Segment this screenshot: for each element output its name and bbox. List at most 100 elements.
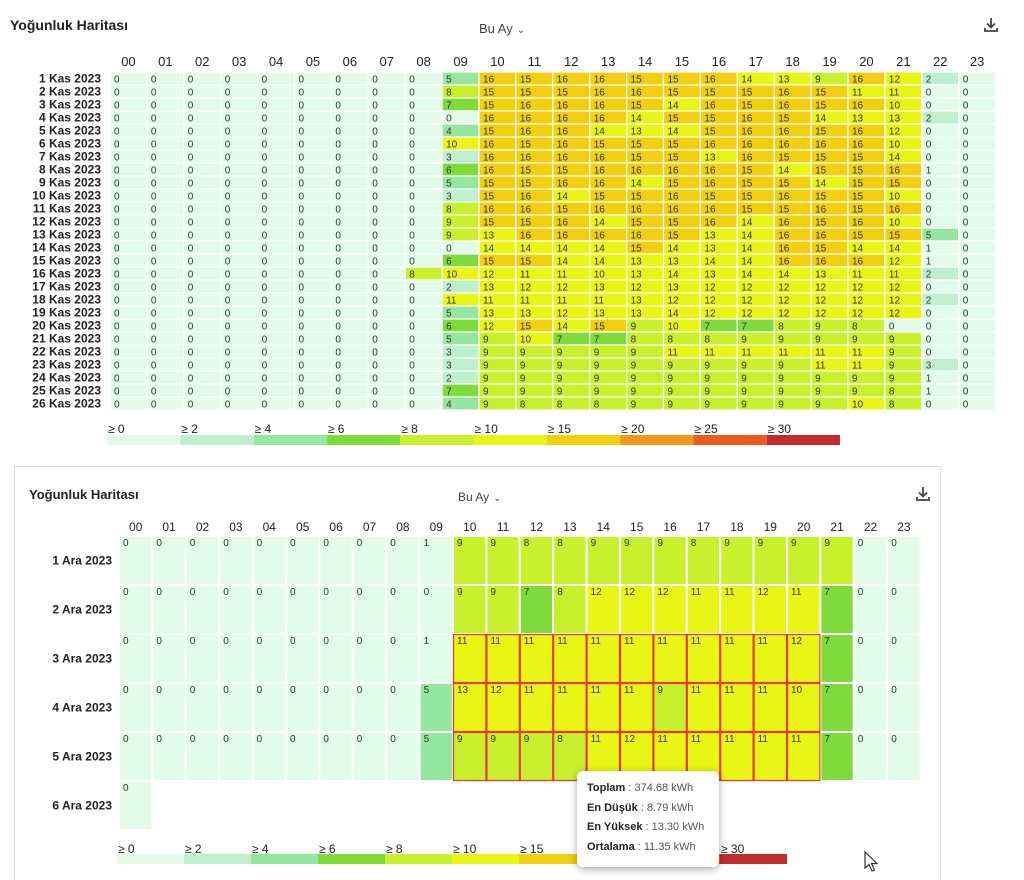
cell-value-label: 16	[778, 218, 790, 229]
cell-value-label: 0	[891, 587, 897, 598]
cell-value-label: 0	[188, 140, 194, 151]
cell-value-label: 0	[891, 734, 897, 745]
cell-value-label: 9	[524, 734, 530, 745]
cell-value-label: 0	[858, 538, 864, 549]
day-label: 4 Kas 2023	[39, 111, 101, 125]
cell-value-label: 0	[156, 636, 162, 647]
cell-value-label: 10	[594, 270, 606, 281]
cell-value-label: 11	[624, 685, 635, 696]
cell-value-label: 14	[741, 270, 753, 281]
cell-value-label: 0	[858, 734, 864, 745]
day-label: 13 Kas 2023	[32, 228, 101, 242]
cell-value-label: 0	[335, 244, 341, 255]
day-label: 5 Ara 2023	[52, 750, 112, 764]
cell-value-label: 15	[704, 192, 716, 203]
cell-value-label: 0	[114, 205, 120, 216]
cell-value-label: 15	[741, 205, 753, 216]
cell-value-label: 15	[520, 179, 532, 190]
cell-value-label: 0	[926, 101, 932, 112]
cell-value-label: 11	[889, 270, 900, 281]
hour-label: 03	[229, 520, 243, 534]
cell-value-label: 16	[778, 127, 790, 138]
hour-label: 18	[730, 520, 744, 534]
cell-value-label: 9	[591, 538, 597, 549]
hour-label: 11	[497, 520, 510, 534]
cell-value-label: 0	[262, 283, 268, 294]
cell-value-label: 16	[668, 166, 680, 177]
cell-value-label: 15	[852, 166, 864, 177]
cell-value-label: 16	[852, 127, 864, 138]
cell-value-label: 11	[657, 734, 668, 745]
cell-value-label: 12	[520, 283, 532, 294]
cell-value-label: 14	[778, 270, 790, 281]
cell-value-label: 11	[557, 685, 568, 696]
cell-value-label: 0	[372, 114, 378, 125]
cell-value-label: 9	[457, 587, 463, 598]
cell-value-label: 15	[815, 127, 827, 138]
cell-value-label: 8	[524, 538, 530, 549]
cell-value-label: 0	[223, 734, 229, 745]
hour-label: 08	[396, 520, 410, 534]
cell-value-label: 16	[852, 101, 864, 112]
cell-value-label: 0	[190, 685, 196, 696]
cell-value-label: 11	[758, 636, 769, 647]
cell-value-label: 3	[446, 153, 452, 164]
download-icon[interactable]	[981, 15, 1001, 35]
cell-value-label: 15	[815, 166, 827, 177]
cell-value-label: 0	[114, 101, 120, 112]
cell-value-label: 0	[188, 296, 194, 307]
cell-value-label: 15	[668, 231, 680, 242]
cell-value-label: 0	[114, 257, 120, 268]
cell-value-label: 16	[557, 127, 569, 138]
cell-value-label: 0	[190, 734, 196, 745]
cell-value-label: 16	[778, 244, 790, 255]
cell-value-label: 14	[815, 179, 827, 190]
cell-value-label: 15	[668, 140, 680, 151]
cell-value-label: 13	[594, 283, 606, 294]
hour-label: 01	[162, 520, 176, 534]
mouse-pointer-icon	[864, 851, 879, 872]
cell-value-label: 15	[668, 153, 680, 164]
cell-value-label: 15	[815, 88, 827, 99]
hour-label: 07	[363, 520, 377, 534]
cell-value-label: 0	[262, 166, 268, 177]
cell-value-label: 0	[225, 127, 231, 138]
cell-value-label: 15	[631, 75, 643, 86]
cell-value-label: 9	[791, 538, 797, 549]
cell-value-label: 0	[299, 244, 305, 255]
cell-value-label: 15	[815, 244, 827, 255]
cell-value-label: 0	[151, 296, 157, 307]
cell-value-label: 0	[299, 283, 305, 294]
day-label: 6 Kas 2023	[39, 137, 101, 151]
cell-value-label: 0	[188, 270, 194, 281]
day-label: 1 Kas 2023	[39, 72, 101, 86]
cell-value-label: 13	[668, 283, 680, 294]
cell-value-label: 15	[520, 218, 532, 229]
hour-label: 00	[121, 54, 135, 69]
cell-value-label: 0	[335, 192, 341, 203]
cell-value-label: 14	[741, 231, 753, 242]
cell-value-label: 11	[490, 636, 501, 647]
day-label: 17 Kas 2023	[32, 280, 101, 294]
cell-value-label: 0	[225, 166, 231, 177]
cell-value-label: 0	[188, 244, 194, 255]
cell-value-label: 11	[457, 636, 468, 647]
cell-value-label: 11	[791, 734, 802, 745]
period-dropdown[interactable]: Bu Ay ⌄	[479, 21, 525, 36]
legend-label: ≥ 0	[118, 842, 135, 856]
cell-value-label: 0	[188, 127, 194, 138]
cell-value-label: 8	[446, 88, 452, 99]
cell-value-label: 14	[741, 257, 753, 268]
cell-value-label: 16	[815, 257, 827, 268]
cell-value-label: 16	[668, 205, 680, 216]
cell-value-label: 15	[594, 140, 606, 151]
cell-value-label: 14	[594, 127, 606, 138]
cell-value-label: 0	[257, 636, 263, 647]
cell-value-label: 14	[741, 244, 753, 255]
cell-value-label: 0	[390, 734, 396, 745]
panel-title: Yoğunluk Haritası	[10, 17, 128, 33]
cell-value-label: 11	[691, 636, 702, 647]
cell-value-label: 0	[151, 140, 157, 151]
cell-value-label: 0	[963, 218, 969, 229]
cell-value-label: 0	[225, 140, 231, 151]
